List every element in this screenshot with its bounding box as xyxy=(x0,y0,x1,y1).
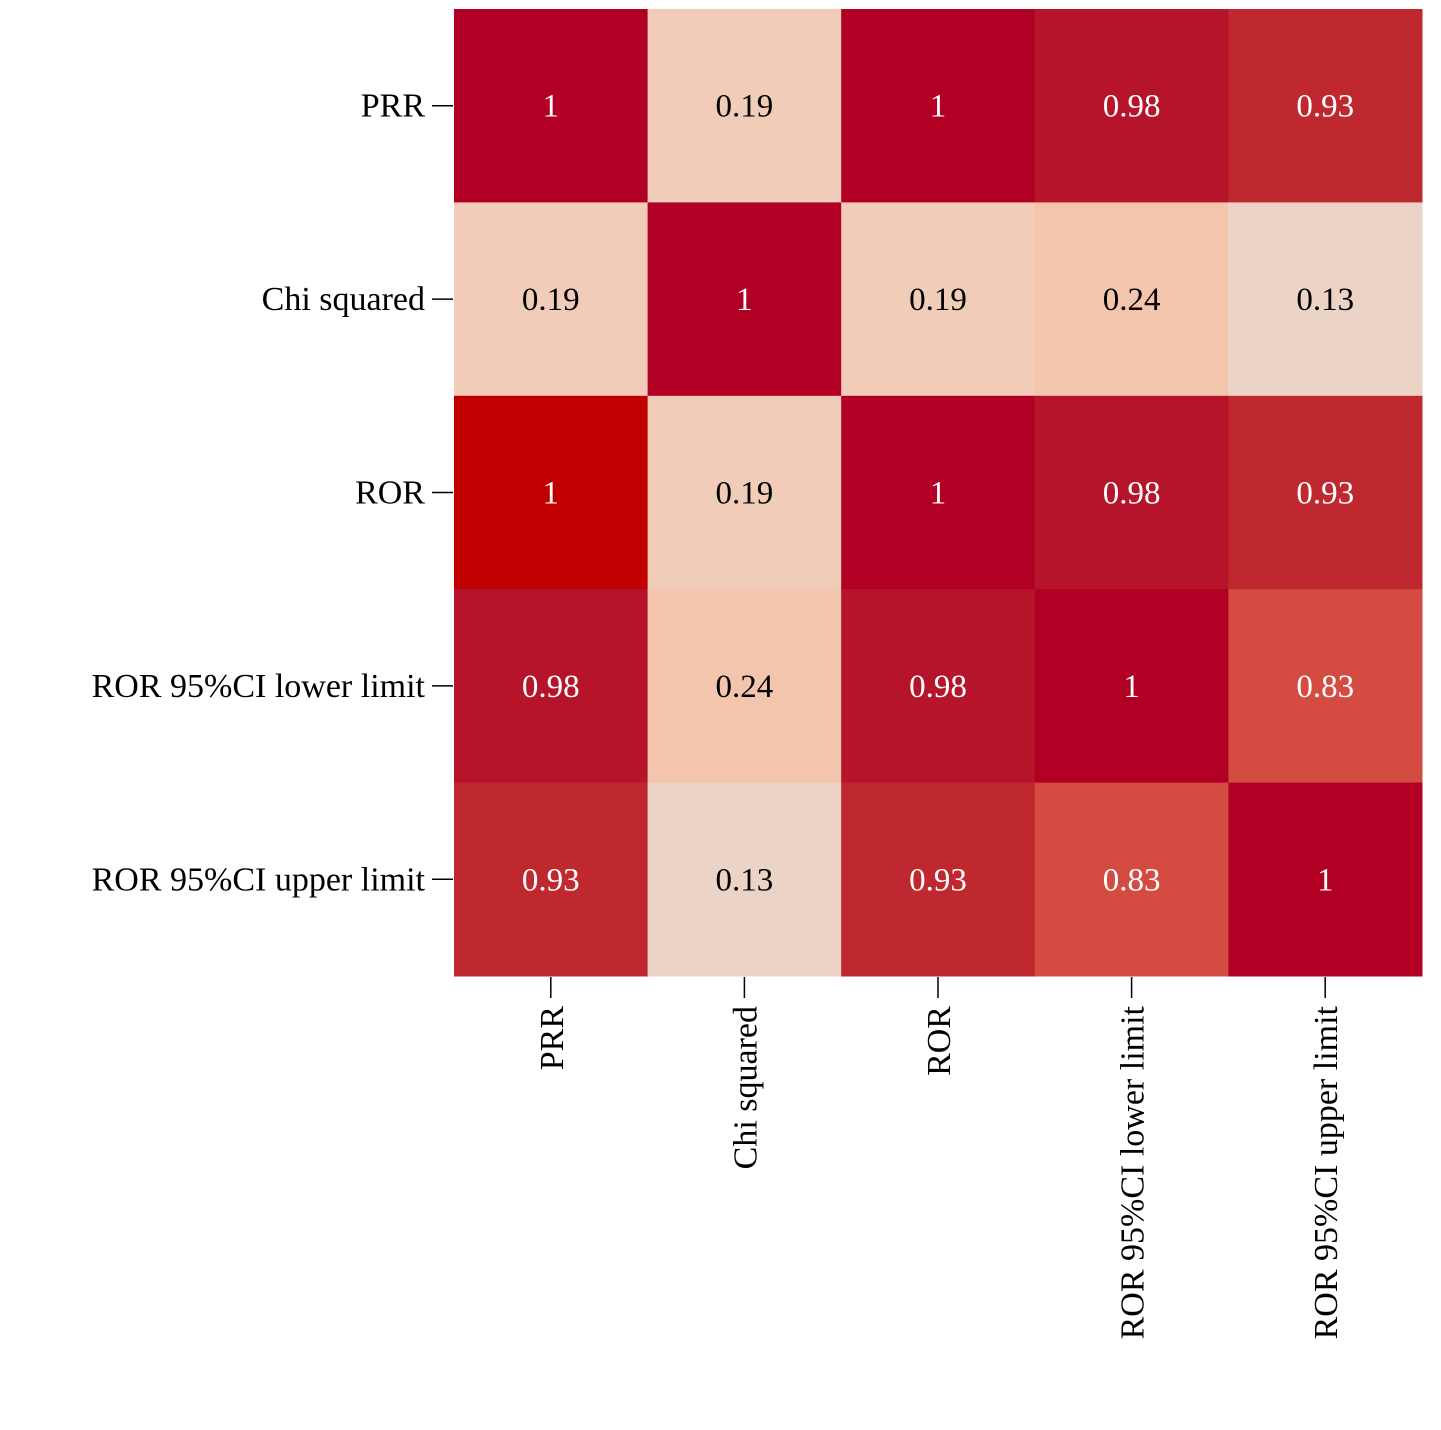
heatmap-cell xyxy=(1034,202,1229,397)
cell-value-label: 1 xyxy=(1317,862,1334,898)
heatmap-cell xyxy=(841,395,1036,590)
heatmap-cell xyxy=(1034,9,1229,203)
x-axis-label: PRR xyxy=(534,1006,571,1071)
heatmap-cell xyxy=(1228,9,1423,203)
heatmap-cell xyxy=(841,202,1036,397)
cell-value-label: 0.93 xyxy=(1296,476,1354,512)
cell-value-label: 1 xyxy=(1123,669,1140,705)
heatmap-cell xyxy=(647,782,842,977)
x-axis-label: ROR 95%CI upper limit xyxy=(1308,1005,1345,1339)
heatmap-cell xyxy=(1228,395,1423,590)
cell-value-label: 1 xyxy=(543,89,560,125)
heatmap-cell xyxy=(1228,782,1423,977)
heatmap-cell xyxy=(1034,589,1229,784)
heatmap-cell xyxy=(454,589,649,784)
cell-value-label: 0.19 xyxy=(522,282,580,318)
y-axis-label: ROR 95%CI lower limit xyxy=(92,668,426,705)
cell-value-label: 0.19 xyxy=(716,476,774,512)
y-axis-label: ROR xyxy=(355,475,425,512)
x-axis-label: ROR xyxy=(921,1006,958,1076)
cell-value-label: 0.93 xyxy=(909,862,967,898)
cell-value-label: 0.83 xyxy=(1296,669,1354,705)
heatmap-cell xyxy=(1228,589,1423,784)
cell-value-label: 0.24 xyxy=(716,669,774,705)
heatmap-cell xyxy=(841,9,1036,203)
heatmap-cell xyxy=(454,202,649,397)
heatmap-cell xyxy=(1228,202,1423,397)
cell-value-label: 1 xyxy=(930,89,947,125)
cell-value-label: 0.83 xyxy=(1103,862,1161,898)
cell-value-label: 0.19 xyxy=(716,89,774,125)
heatmap-cell xyxy=(647,202,842,397)
cell-value-label: 0.93 xyxy=(1296,89,1354,125)
cell-value-label: 0.13 xyxy=(716,862,774,898)
cell-value-label: 0.98 xyxy=(909,669,967,705)
x-axis-label: Chi squared xyxy=(727,1006,764,1169)
heatmap-cell xyxy=(841,782,1036,977)
cell-value-label: 0.98 xyxy=(1103,476,1161,512)
cell-value-label: 0.93 xyxy=(522,862,580,898)
heatmap-cell xyxy=(1034,782,1229,977)
y-axis-label: Chi squared xyxy=(262,281,425,318)
heatmap-cell xyxy=(1034,395,1229,590)
x-axis-label: ROR 95%CI lower limit xyxy=(1115,1005,1152,1339)
heatmap-cell xyxy=(647,395,842,590)
cell-value-label: 0.98 xyxy=(522,669,580,705)
heatmap-cell xyxy=(454,9,649,203)
heatmap-cell xyxy=(454,782,649,977)
cell-value-label: 0.19 xyxy=(909,282,967,318)
cell-value-label: 0.24 xyxy=(1103,282,1161,318)
cell-value-label: 1 xyxy=(930,476,947,512)
heatmap-cell xyxy=(841,589,1036,784)
cell-value-label: 1 xyxy=(736,282,753,318)
y-axis-label: ROR 95%CI upper limit xyxy=(92,861,426,898)
cell-value-label: 0.98 xyxy=(1103,89,1161,125)
cell-value-label: 1 xyxy=(543,476,560,512)
heatmap-cell xyxy=(647,9,842,203)
cell-value-label: 0.13 xyxy=(1296,282,1354,318)
y-axis-label: PRR xyxy=(361,88,426,125)
heatmap-cell xyxy=(454,395,649,590)
heatmap-cell xyxy=(647,589,842,784)
